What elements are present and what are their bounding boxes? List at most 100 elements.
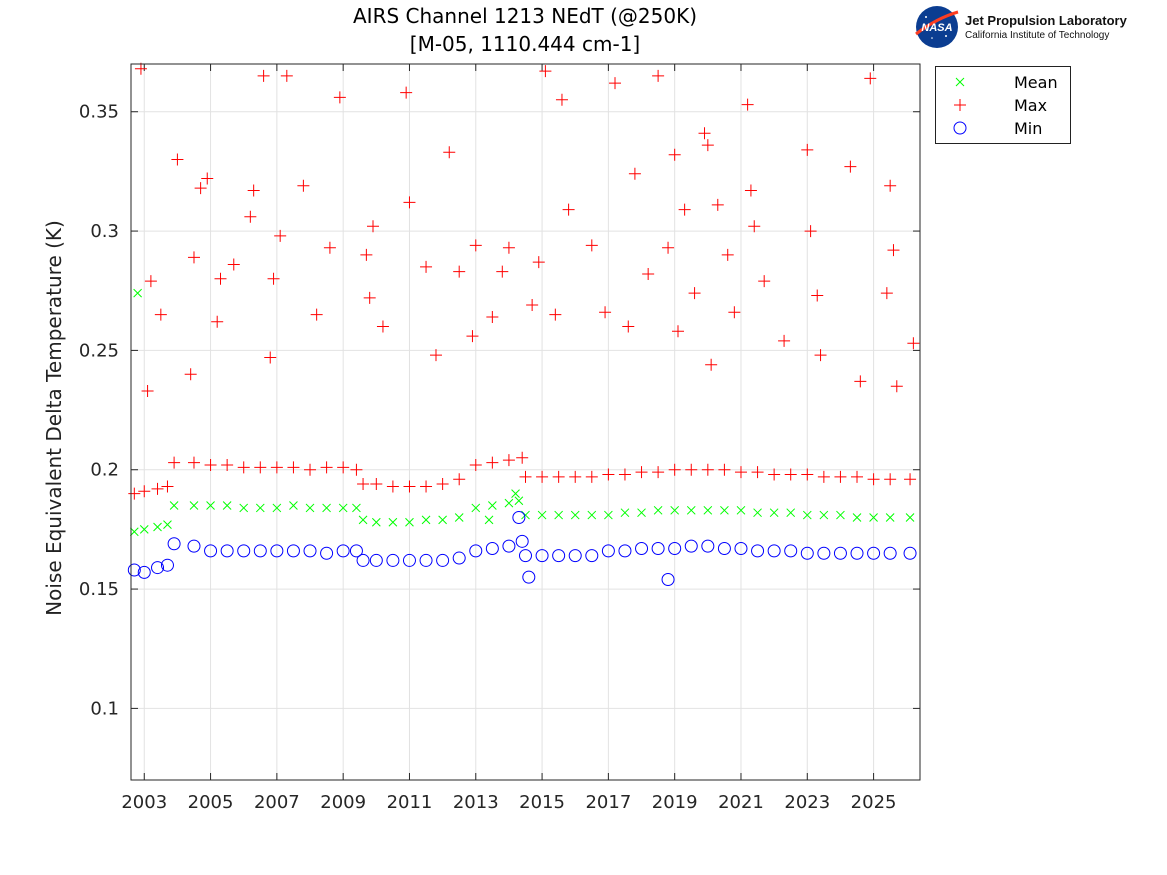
data-point-max <box>701 463 714 476</box>
data-point-min <box>953 121 967 135</box>
x-tick-label: 2023 <box>784 792 830 813</box>
data-point-max <box>814 349 827 362</box>
data-point-min <box>800 546 814 560</box>
data-point-mean <box>802 510 812 520</box>
data-point-mean <box>769 508 779 518</box>
data-point-min <box>286 544 300 558</box>
data-point-max <box>420 260 433 273</box>
y-tick-label: 0.3 <box>90 221 119 242</box>
jpl-logo: NASA Jet Propulsion Laboratory Californi… <box>912 4 1162 50</box>
legend-marker-mean <box>955 77 965 87</box>
data-point-max <box>187 456 200 469</box>
data-point-mean <box>371 517 381 527</box>
data-point-max <box>532 256 545 269</box>
data-point-max <box>187 251 200 264</box>
data-point-mean <box>955 77 965 87</box>
data-point-max <box>254 461 267 474</box>
data-point-max <box>635 466 648 479</box>
data-point-max <box>844 160 857 173</box>
axis-layer: 2003 2005 2007 2009 2011 2013 2015 2017 2019 2021… <box>79 64 920 813</box>
data-point-max <box>168 456 181 469</box>
data-point-max <box>880 287 893 300</box>
data-point-max <box>496 265 509 278</box>
data-point-max <box>555 93 568 106</box>
data-point-min <box>784 544 798 558</box>
data-point-min <box>601 544 615 558</box>
nasa-meatball-icon: NASA <box>915 6 959 48</box>
data-point-max <box>403 480 416 493</box>
data-point-max <box>376 320 389 333</box>
legend-item-min: Min <box>936 117 1070 139</box>
data-point-max <box>867 473 880 486</box>
data-point-min <box>336 544 350 558</box>
data-point-max <box>652 466 665 479</box>
data-point-min <box>751 544 765 558</box>
data-point-min <box>519 549 532 563</box>
data-point-mean <box>388 517 398 527</box>
chart-title-line-1: AIRS Channel 1213 NEdT (@250K) <box>352 4 697 28</box>
series-min <box>127 510 917 587</box>
data-point-mean <box>487 501 497 510</box>
x-tick-label: 2021 <box>718 792 764 813</box>
y-tick-label: 0.15 <box>79 579 119 600</box>
data-point-min <box>160 558 174 572</box>
data-point-max <box>685 463 698 476</box>
data-point-mean <box>421 515 431 525</box>
x-tick-label: 2005 <box>188 792 234 813</box>
x-tick-label: 2009 <box>320 792 366 813</box>
data-point-max <box>138 485 151 498</box>
data-point-max <box>811 289 824 302</box>
data-point-max <box>204 458 217 471</box>
data-point-max <box>609 77 622 90</box>
data-point-max <box>310 308 323 321</box>
data-point-min <box>452 551 466 565</box>
legend-marker-min <box>953 121 967 135</box>
series-mean <box>129 288 915 537</box>
org-name: Jet Propulsion Laboratory <box>965 13 1127 28</box>
data-point-mean <box>358 515 368 525</box>
x-tick-label: 2015 <box>519 792 565 813</box>
data-point-max <box>134 62 147 75</box>
data-point-max <box>618 468 631 481</box>
data-point-min <box>253 544 267 558</box>
data-point-max <box>363 291 376 304</box>
data-point-max <box>705 358 718 371</box>
data-point-min <box>167 537 181 551</box>
data-point-mean <box>570 510 580 520</box>
data-point-max <box>784 468 797 481</box>
data-point-min <box>151 561 165 575</box>
data-point-max <box>884 473 897 486</box>
chart-title-line-2: [M-05, 1110.444 cm-1] <box>409 32 641 56</box>
data-point-mean <box>753 508 762 518</box>
data-point-max <box>744 184 757 197</box>
data-point-min <box>767 544 781 558</box>
data-point-min <box>502 539 516 553</box>
data-point-max <box>748 220 761 233</box>
data-point-min <box>515 534 529 548</box>
data-point-min <box>220 544 234 558</box>
data-point-min <box>522 570 536 584</box>
data-point-max <box>141 384 154 397</box>
data-point-min <box>734 541 748 555</box>
y-tick-label: 0.35 <box>79 102 119 123</box>
data-point-max <box>357 478 370 491</box>
data-point-min <box>187 539 201 553</box>
data-point-mean <box>905 513 915 522</box>
data-point-max <box>247 184 260 197</box>
data-point-max <box>184 368 197 381</box>
data-point-mean <box>514 496 524 506</box>
data-point-min <box>903 546 917 560</box>
data-point-min <box>568 549 582 563</box>
org-subtitle: California Institute of Technology <box>965 30 1110 41</box>
data-point-mean <box>620 508 630 518</box>
data-point-mean <box>206 501 215 510</box>
data-point-max <box>907 337 920 350</box>
x-tick-label: 2025 <box>851 792 897 813</box>
data-point-max <box>350 463 363 476</box>
data-point-max <box>652 69 665 82</box>
data-point-max <box>154 308 167 321</box>
data-point-max <box>887 244 900 257</box>
data-point-max <box>678 203 691 216</box>
data-point-max <box>287 461 300 474</box>
